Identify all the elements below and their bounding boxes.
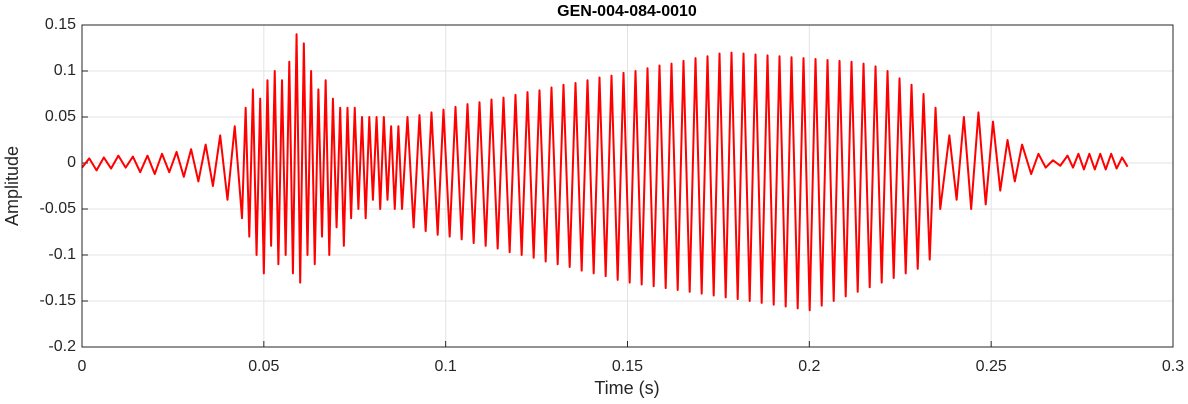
y-tick-label: -0.15 (40, 292, 77, 309)
y-axis-label: Amplitude (2, 146, 22, 226)
y-tick-label: -0.2 (48, 338, 76, 355)
plot-frame (81, 24, 1174, 348)
chart-title: GEN-004-084-0010 (557, 3, 697, 20)
x-tick-label: 0.25 (976, 358, 1007, 375)
x-tick-label: 0 (78, 358, 87, 375)
x-tick-label: 0.1 (435, 358, 457, 375)
y-tick-label: 0.15 (45, 16, 76, 33)
y-tick-label: -0.1 (48, 246, 76, 263)
y-tick-label: 0 (67, 154, 76, 171)
y-tick-label: 0.1 (54, 62, 76, 79)
x-tick-label: 0.15 (612, 358, 643, 375)
x-tick-label: 0.2 (798, 358, 820, 375)
y-tick-label: 0.05 (45, 108, 76, 125)
x-tick-label: 0.05 (248, 358, 279, 375)
waveform-line (81, 33, 1129, 312)
x-tick-label: 0.3 (1162, 358, 1184, 375)
x-axis-label: Time (s) (594, 378, 659, 398)
y-tick-label: -0.05 (40, 200, 77, 217)
